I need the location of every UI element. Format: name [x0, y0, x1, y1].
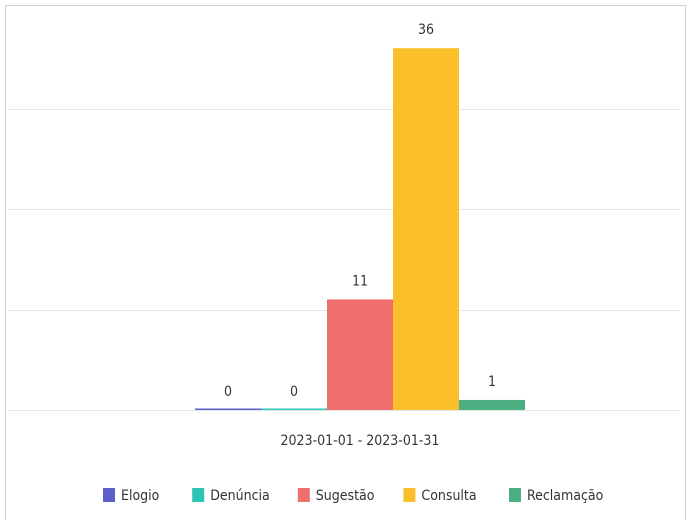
- legend-swatch: [509, 488, 521, 502]
- legend-label: Consulta: [421, 488, 476, 504]
- legend-swatch: [192, 488, 205, 502]
- chart-border: [5, 5, 686, 520]
- data-label: 0: [224, 384, 232, 400]
- bar: [261, 408, 327, 410]
- data-label: 1: [488, 374, 496, 390]
- legend-label: Denúncia: [210, 488, 270, 504]
- data-label: 36: [418, 22, 434, 38]
- bar: [327, 299, 393, 410]
- legend-swatch: [403, 488, 416, 502]
- legend-label: Reclamação: [527, 488, 604, 504]
- legend-label: Sugestão: [316, 488, 375, 504]
- bar: [393, 48, 459, 410]
- x-tick-label: 2023-01-01 - 2023-01-31: [281, 433, 440, 449]
- data-label: 0: [290, 384, 298, 400]
- data-label: 11: [352, 273, 368, 289]
- legend-swatch: [103, 488, 115, 502]
- bar: [195, 408, 261, 410]
- legend-swatch: [297, 488, 310, 502]
- legend-label: Elogio: [121, 488, 160, 504]
- bar: [459, 399, 525, 410]
